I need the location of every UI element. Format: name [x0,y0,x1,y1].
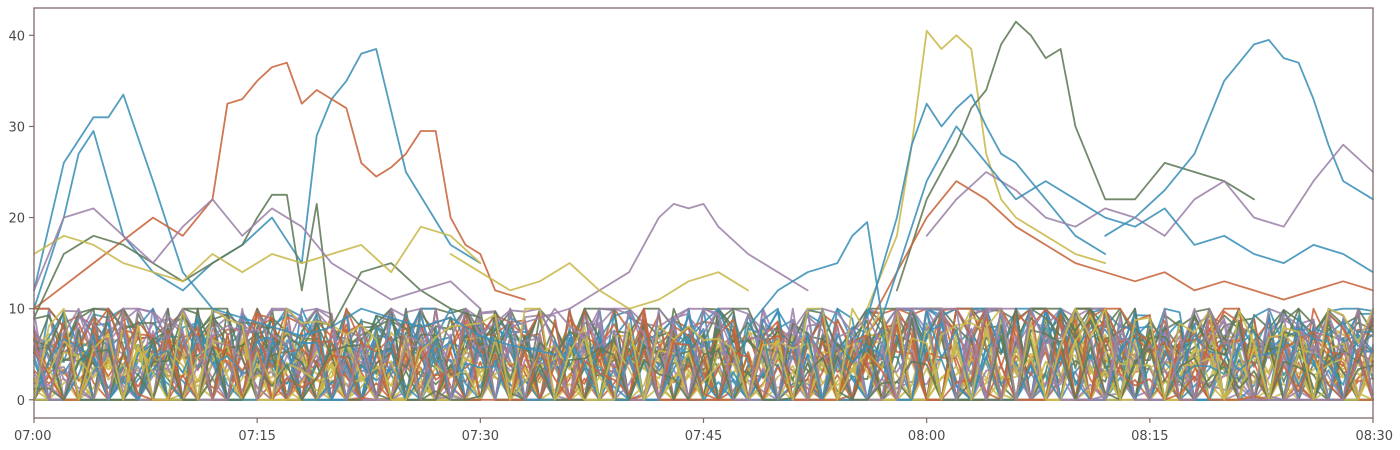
y-tick-label: 20 [8,212,25,227]
series-line-15 [748,126,1373,327]
x-tick-label: 08:15 [1131,429,1168,444]
series-line-14 [34,199,480,308]
series-line-13 [34,227,480,282]
series-line-9 [867,95,1105,318]
series-line-6 [867,31,1105,309]
x-axis-ticks: 07:00 07:15 07:30 07:45 08:00 08:15 08:30 [14,418,1393,444]
series-lines [34,22,1373,400]
series-line-3 [34,63,525,309]
x-tick-label: 08:30 [1356,429,1393,444]
series-line-2 [34,49,480,309]
series-line-5 [451,254,748,309]
y-tick-label: 30 [8,120,25,135]
y-tick-label: 0 [17,394,25,409]
series-line-7 [897,22,1254,291]
x-tick-label: 07:00 [14,429,51,444]
x-tick-label: 07:45 [685,429,722,444]
x-tick-label: 07:15 [238,429,275,444]
series-line-11 [927,145,1373,236]
x-tick-label: 07:30 [462,429,499,444]
series-line-8 [1105,40,1373,236]
y-axis-ticks: 0 10 20 30 40 [8,29,34,408]
y-tick-label: 40 [8,29,25,44]
x-tick-label: 08:00 [908,429,945,444]
y-tick-label: 10 [8,303,25,318]
